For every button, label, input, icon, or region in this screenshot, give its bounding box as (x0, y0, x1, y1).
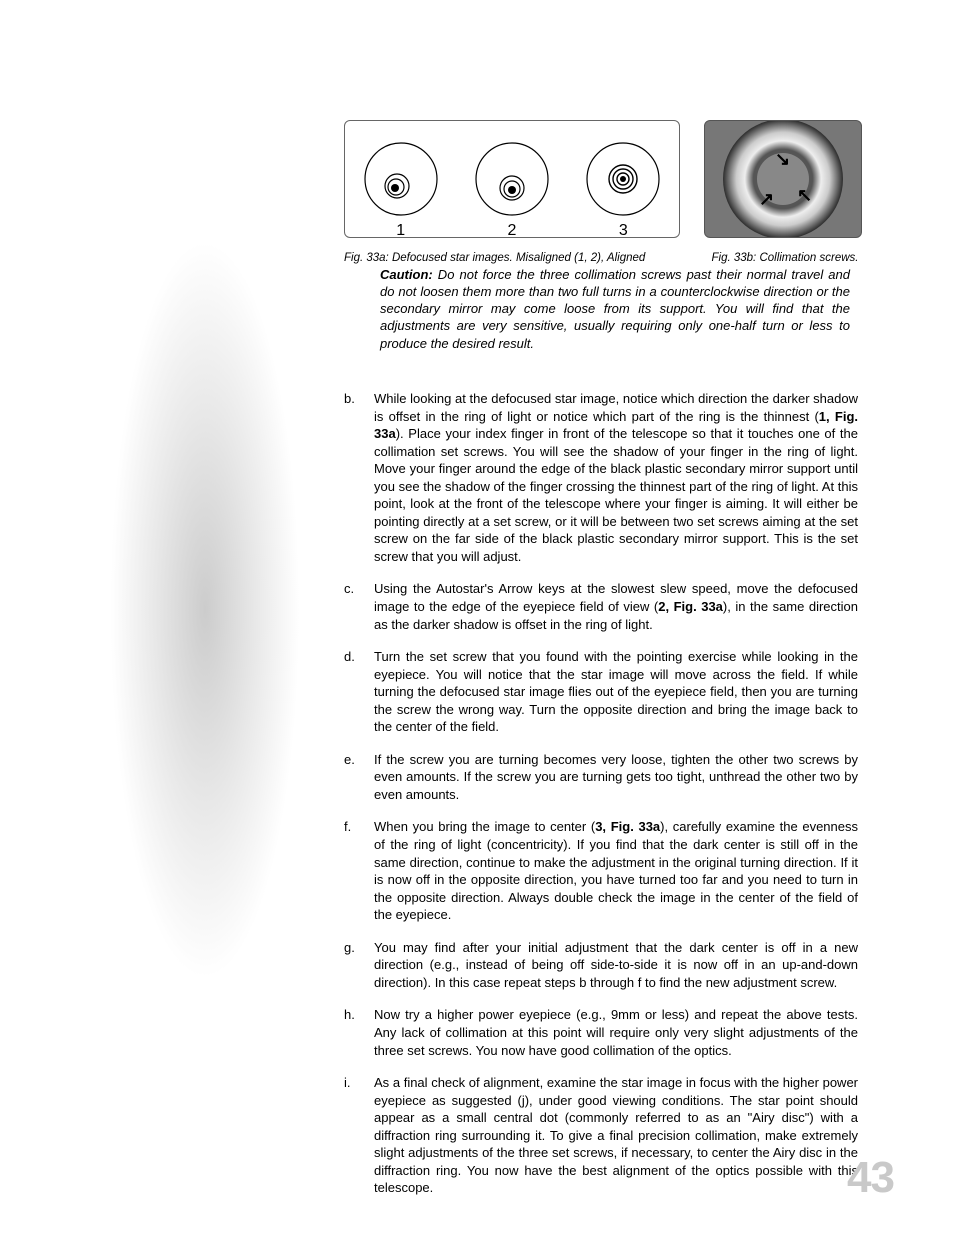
list-item: b.While looking at the defocused star im… (344, 390, 858, 565)
defocus-1-label: 1 (362, 222, 440, 240)
list-item-pre: As a final check of alignment, examine t… (374, 1075, 858, 1195)
list-item: d.Turn the set screw that you found with… (344, 648, 858, 736)
list-item-ref: 3, Fig. 33a (595, 819, 660, 834)
page-number: 43 (847, 1153, 894, 1203)
caution-text: Do not force the three collimation screw… (380, 267, 850, 351)
list-item-marker: h. (344, 1006, 374, 1059)
defocus-3: 3 (584, 140, 662, 218)
list-item-marker: e. (344, 751, 374, 804)
list-item-marker: f. (344, 818, 374, 923)
defocus-2-label: 2 (473, 222, 551, 240)
list-item: f.When you bring the image to center (3,… (344, 818, 858, 923)
list-item: e.If the screw you are turning becomes v… (344, 751, 858, 804)
list-item-body: As a final check of alignment, examine t… (374, 1074, 858, 1197)
captions-row: Fig. 33a: Defocused star images. Misalig… (344, 246, 864, 264)
list-item: c.Using the Autostar's Arrow keys at the… (344, 580, 858, 633)
fig-33a-caption: Fig. 33a: Defocused star images. Misalig… (344, 252, 645, 264)
fig-33b-box: ↘ ↗ ↖ (704, 120, 862, 238)
list-item-post: ). Place your index finger in front of t… (374, 426, 858, 564)
list-item-body: While looking at the defocused star imag… (374, 390, 858, 565)
list-item: h.Now try a higher power eyepiece (e.g.,… (344, 1006, 858, 1059)
instruction-list: b.While looking at the defocused star im… (344, 390, 858, 1212)
list-item-post: ), carefully examine the evenness of the… (374, 819, 858, 922)
list-item-marker: b. (344, 390, 374, 565)
figure-33b: ↘ ↗ ↖ (704, 120, 862, 238)
figure-33a: 1 2 3 (344, 120, 680, 238)
list-item-body: Using the Autostar's Arrow keys at the s… (374, 580, 858, 633)
defocus-2: 2 (473, 140, 551, 218)
list-item-marker: d. (344, 648, 374, 736)
list-item-body: If the screw you are turning becomes ver… (374, 751, 858, 804)
list-item-ref: 2, Fig. 33a (658, 599, 723, 614)
fig-33b-caption: Fig. 33b: Collimation screws. (706, 252, 864, 264)
defocus-3-label: 3 (584, 222, 662, 240)
caution-block: Caution: Do not force the three collimat… (380, 266, 850, 352)
list-item-body: Turn the set screw that you found with t… (374, 648, 858, 736)
caution-label: Caution: (380, 267, 433, 282)
list-item-pre: When you bring the image to center ( (374, 819, 595, 834)
list-item: i.As a final check of alignment, examine… (344, 1074, 858, 1197)
list-item-pre: Turn the set screw that you found with t… (374, 649, 858, 734)
list-item-pre: Now try a higher power eyepiece (e.g., 9… (374, 1007, 858, 1057)
list-item: g.You may find after your initial adjust… (344, 939, 858, 992)
figures-row: 1 2 3 (344, 120, 862, 238)
fig-33a-box: 1 2 3 (344, 120, 680, 238)
list-item-pre: You may find after your initial adjustme… (374, 940, 858, 990)
list-item-pre: While looking at the defocused star imag… (374, 391, 858, 424)
sidebar-gradient (100, 120, 310, 1100)
list-item-body: You may find after your initial adjustme… (374, 939, 858, 992)
list-item-body: When you bring the image to center (3, F… (374, 818, 858, 923)
list-item-pre: If the screw you are turning becomes ver… (374, 752, 858, 802)
defocus-1: 1 (362, 140, 440, 218)
list-item-marker: c. (344, 580, 374, 633)
list-item-marker: i. (344, 1074, 374, 1197)
list-item-marker: g. (344, 939, 374, 992)
list-item-body: Now try a higher power eyepiece (e.g., 9… (374, 1006, 858, 1059)
